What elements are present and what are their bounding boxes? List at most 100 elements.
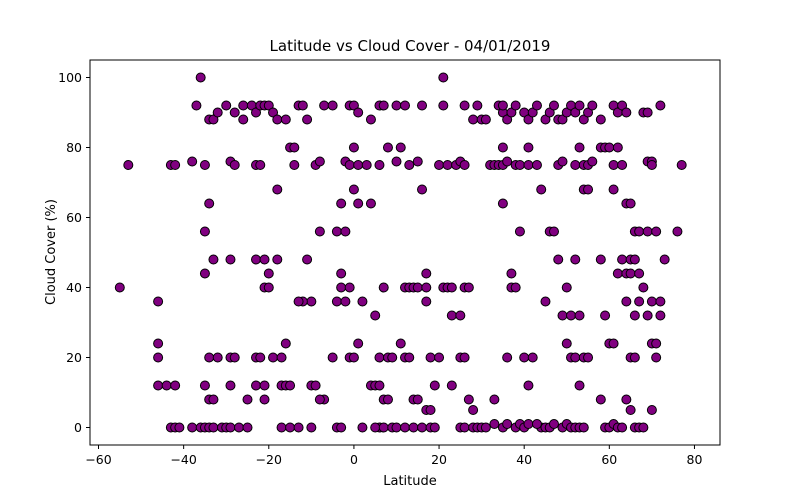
data-point bbox=[251, 254, 262, 265]
data-point bbox=[400, 100, 410, 111]
data-point bbox=[429, 422, 440, 433]
data-point bbox=[425, 352, 436, 363]
data-point bbox=[421, 268, 432, 279]
data-point bbox=[340, 296, 351, 307]
data-point bbox=[259, 380, 270, 391]
data-point bbox=[242, 422, 253, 433]
data-point bbox=[170, 160, 181, 170]
data-point bbox=[421, 282, 432, 293]
data-point bbox=[212, 352, 223, 363]
data-point bbox=[365, 114, 376, 125]
data-point bbox=[446, 310, 457, 321]
data-point bbox=[204, 198, 215, 209]
data-point bbox=[459, 100, 470, 111]
data-point bbox=[595, 254, 606, 265]
data-point bbox=[446, 380, 457, 391]
data-point bbox=[651, 352, 662, 363]
data-point bbox=[387, 352, 398, 363]
data-point bbox=[395, 338, 406, 349]
data-point bbox=[314, 226, 325, 237]
data-point bbox=[651, 338, 662, 349]
x-tick-label: 60 bbox=[601, 452, 617, 467]
data-point bbox=[659, 254, 670, 265]
data-point bbox=[268, 352, 279, 363]
data-point bbox=[229, 352, 240, 363]
data-point bbox=[523, 419, 534, 429]
data-point bbox=[374, 160, 385, 170]
y-axis-label: Cloud Cover (%) bbox=[44, 199, 59, 305]
data-point bbox=[608, 184, 619, 195]
data-point bbox=[263, 282, 274, 293]
data-point bbox=[587, 156, 598, 167]
data-point bbox=[570, 254, 581, 265]
data-point bbox=[570, 352, 581, 363]
data-point bbox=[348, 352, 359, 363]
data-point bbox=[634, 268, 645, 279]
data-point bbox=[646, 405, 657, 415]
data-point bbox=[259, 394, 270, 405]
data-point bbox=[361, 160, 372, 170]
data-point bbox=[114, 282, 125, 293]
data-point bbox=[331, 226, 342, 237]
data-point bbox=[523, 380, 534, 391]
data-points bbox=[114, 72, 687, 433]
data-point bbox=[310, 380, 321, 391]
data-point bbox=[302, 254, 313, 265]
y-tick-label: 80 bbox=[66, 140, 82, 155]
data-point bbox=[378, 282, 389, 293]
data-point bbox=[153, 380, 164, 391]
data-point bbox=[225, 254, 236, 265]
data-point bbox=[272, 184, 283, 195]
data-point bbox=[634, 296, 645, 307]
data-point bbox=[336, 282, 347, 293]
data-point bbox=[642, 107, 653, 118]
data-point bbox=[612, 268, 623, 279]
data-point bbox=[365, 198, 376, 209]
data-point bbox=[463, 394, 474, 405]
data-point bbox=[204, 352, 215, 363]
data-point bbox=[187, 422, 198, 433]
data-point bbox=[655, 296, 666, 307]
data-point bbox=[425, 405, 436, 415]
plot-frame bbox=[89, 59, 721, 446]
data-point bbox=[391, 156, 402, 167]
data-point bbox=[353, 160, 364, 170]
data-point bbox=[285, 422, 296, 433]
data-point bbox=[497, 198, 508, 209]
data-point bbox=[391, 100, 402, 111]
data-point bbox=[604, 142, 615, 153]
data-point bbox=[553, 254, 564, 265]
data-point bbox=[259, 254, 270, 265]
data-point bbox=[336, 268, 347, 279]
data-point bbox=[374, 352, 385, 363]
data-point bbox=[208, 422, 219, 433]
data-point bbox=[536, 184, 547, 195]
data-point bbox=[348, 142, 359, 153]
data-point bbox=[489, 419, 500, 429]
x-axis-ticks: −60 −40 −20 0 20 40 60 80 bbox=[85, 445, 702, 467]
data-point bbox=[199, 226, 210, 237]
data-point bbox=[255, 160, 266, 170]
data-point bbox=[353, 107, 364, 118]
data-point bbox=[336, 198, 347, 209]
data-point bbox=[600, 310, 611, 321]
data-point bbox=[212, 107, 223, 118]
data-point bbox=[655, 310, 666, 321]
data-point bbox=[276, 352, 287, 363]
data-point bbox=[531, 160, 542, 170]
data-point bbox=[634, 226, 645, 237]
data-point bbox=[519, 352, 530, 363]
data-point bbox=[523, 160, 534, 170]
data-point bbox=[514, 160, 525, 170]
data-point bbox=[123, 160, 134, 170]
data-point bbox=[612, 142, 623, 153]
data-point bbox=[480, 114, 491, 125]
data-point bbox=[319, 100, 330, 111]
data-point bbox=[306, 422, 317, 433]
data-point bbox=[510, 282, 521, 293]
data-point bbox=[153, 296, 164, 307]
data-point bbox=[672, 226, 683, 237]
data-point bbox=[353, 338, 364, 349]
data-point bbox=[574, 142, 585, 153]
